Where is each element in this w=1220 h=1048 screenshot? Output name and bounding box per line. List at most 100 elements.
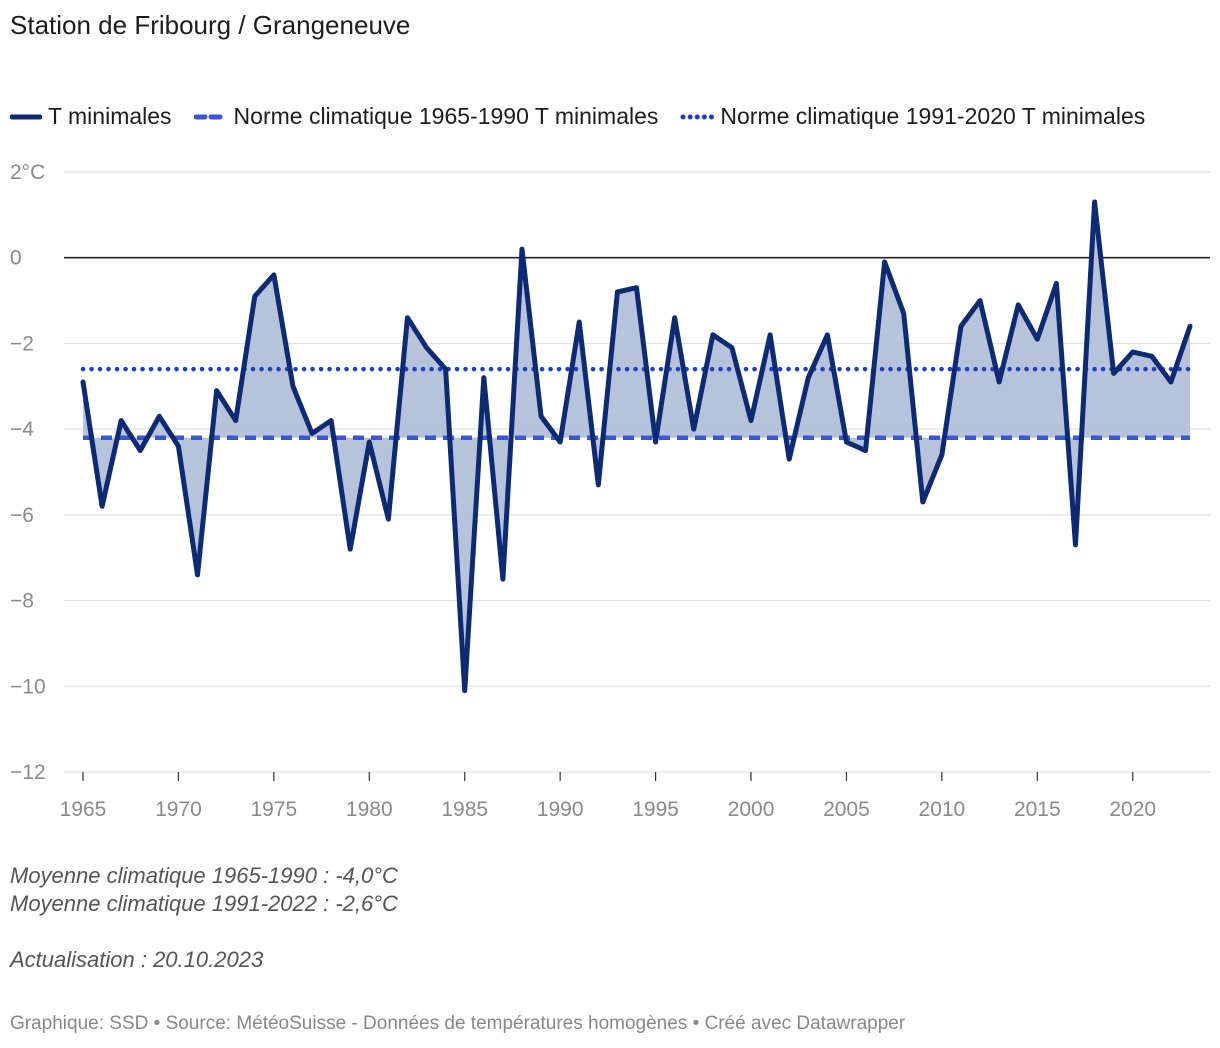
note-mean-1965-1990: Moyenne climatique 1965-1990 : -4,0°C <box>10 863 398 888</box>
x-tick-label: 1990 <box>537 798 584 821</box>
data-point <box>1035 337 1040 342</box>
x-tick-label: 1970 <box>155 798 202 821</box>
y-axis-tick-labels: 2°C 0 −2 −4 −6 −8 −10 −12 <box>10 161 46 784</box>
data-point <box>978 298 983 303</box>
solid-line-icon <box>10 114 42 119</box>
dashed-line-icon <box>193 114 228 119</box>
data-point <box>653 440 658 444</box>
t-minimales-line <box>80 199 1193 694</box>
data-point <box>519 247 524 252</box>
data-point <box>768 332 773 337</box>
x-tick-label: 2020 <box>1109 798 1156 821</box>
data-point <box>1073 542 1078 547</box>
data-point <box>958 324 963 329</box>
data-point <box>710 332 715 337</box>
data-point <box>787 457 792 462</box>
chart-notes: Moyenne climatique 1965-1990 : -4,0°C Mo… <box>10 862 398 974</box>
chart-title: Station de Fribourg / Grangeneuve <box>10 10 411 40</box>
data-point <box>1130 350 1135 354</box>
data-point <box>634 285 639 290</box>
legend: T minimales Norme climatique 1965-1990 T… <box>10 103 1167 130</box>
data-point <box>119 418 124 423</box>
y-tick-label: −6 <box>10 504 34 527</box>
legend-item-norme-1991-2020: Norme climatique 1991-2020 T minimales <box>680 103 1145 130</box>
data-point <box>176 444 181 449</box>
data-point <box>481 375 486 380</box>
x-tick-label: 2015 <box>1014 798 1061 821</box>
x-tick-label: 1995 <box>632 798 679 821</box>
data-point <box>997 380 1002 384</box>
data-point <box>252 294 257 299</box>
data-point <box>806 375 811 380</box>
legend-label: T minimales <box>48 103 172 129</box>
norm-lines <box>80 366 1193 440</box>
data-point <box>348 547 353 552</box>
data-point <box>615 290 620 294</box>
data-point <box>81 380 85 384</box>
data-point <box>138 448 143 453</box>
x-tick-label: 2010 <box>919 798 966 821</box>
x-tick-label: 2005 <box>823 798 870 821</box>
y-tick-label: −4 <box>10 418 34 441</box>
legend-label: Norme climatique 1965-1990 T minimales <box>233 103 659 129</box>
data-point <box>424 345 429 350</box>
data-point <box>1054 281 1059 286</box>
data-point <box>1149 354 1154 359</box>
data-point <box>1092 200 1097 204</box>
data-point <box>672 315 677 320</box>
legend-item-norme-1965-1990: Norme climatique 1965-1990 T minimales <box>193 103 659 130</box>
y-tick-label: −8 <box>10 590 34 613</box>
data-point <box>1111 371 1116 376</box>
data-point <box>558 440 563 444</box>
data-point <box>233 418 238 423</box>
data-point <box>920 500 925 504</box>
data-point <box>443 367 448 372</box>
data-point <box>882 260 887 264</box>
data-point <box>729 345 734 350</box>
data-point <box>214 388 219 393</box>
data-point <box>310 431 315 436</box>
data-point <box>749 418 754 423</box>
y-tick-label: 2°C <box>10 161 45 184</box>
data-point <box>405 315 410 320</box>
grid-lines <box>64 171 1210 773</box>
y-tick-label: −12 <box>10 761 46 784</box>
data-point <box>939 452 944 457</box>
data-point <box>691 427 696 432</box>
legend-item-t-minimales: T minimales <box>10 103 172 130</box>
data-point <box>863 448 868 453</box>
x-tick-label: 1975 <box>251 798 298 821</box>
x-axis-ticks: 1965 1970 1975 1980 1985 1990 1995 2000 2005 2010… <box>60 772 1156 821</box>
dotted-line-icon <box>680 114 715 119</box>
data-point <box>539 414 544 419</box>
line-chart: 2°C0−2−4−6−8−10−12 1965 1970 1975 1980 1985 1… <box>10 161 1210 821</box>
legend-label: Norme climatique 1991-2020 T minimales <box>720 103 1146 129</box>
data-point <box>157 414 162 419</box>
x-tick-label: 1985 <box>441 798 488 821</box>
data-point <box>825 332 830 337</box>
data-point <box>844 440 849 444</box>
x-tick-label: 2000 <box>728 798 775 821</box>
data-point <box>500 577 505 582</box>
data-point <box>1016 302 1021 307</box>
x-tick-label: 1980 <box>346 798 393 821</box>
x-tick-label: 1965 <box>60 798 107 821</box>
note-update-date: Actualisation : 20.10.2023 <box>10 947 264 972</box>
data-point <box>367 440 372 444</box>
data-point <box>577 320 582 324</box>
data-point <box>596 482 601 487</box>
data-point <box>901 311 906 316</box>
data-point <box>271 272 276 277</box>
y-tick-label: 0 <box>10 247 22 270</box>
data-point <box>462 688 467 693</box>
data-point <box>1188 324 1192 329</box>
data-point <box>1168 380 1173 384</box>
data-point <box>329 418 334 423</box>
data-series <box>80 199 1193 694</box>
data-point <box>290 384 295 389</box>
y-tick-label: −10 <box>10 675 46 698</box>
area-between-series-and-norm <box>83 202 1190 691</box>
data-point <box>195 572 200 577</box>
source-footer: Graphique: SSD • Source: MétéoSuisse - D… <box>10 1013 906 1034</box>
y-tick-label: −2 <box>10 332 34 355</box>
